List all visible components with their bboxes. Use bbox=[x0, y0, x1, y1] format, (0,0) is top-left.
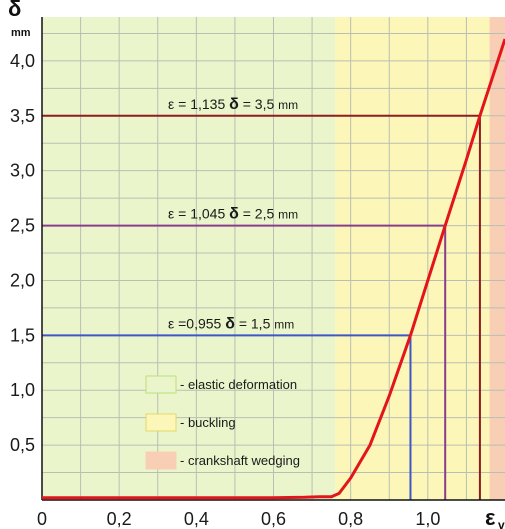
y-axis-symbol: δ bbox=[8, 0, 21, 21]
region-band-0 bbox=[42, 17, 336, 500]
x-tick-label: 0,2 bbox=[107, 509, 132, 529]
x-tick-label: 0,6 bbox=[261, 509, 286, 529]
x-axis-symbol-sub: v bbox=[498, 518, 505, 529]
series-line-0 bbox=[42, 38, 505, 500]
legend-swatch-0 bbox=[145, 375, 177, 394]
reference-lines bbox=[42, 114, 481, 500]
region-band-2 bbox=[489, 17, 505, 500]
grid bbox=[42, 17, 505, 500]
tick-labels: 0 0,2 0,4 0,6 0,8 1,0 0,5 1,0 1,5 2,0 2,5 3,0 3,5 4,0 bbox=[10, 51, 440, 529]
y-tick-label: 2,0 bbox=[10, 270, 35, 290]
y-tick-label: 2,5 bbox=[10, 216, 35, 236]
legend: - elastic deformation - buckling - cranksh… bbox=[145, 375, 300, 470]
annotation-label-0: ε =0,955 δ = 1,5 mm bbox=[168, 315, 294, 332]
x-axis-symbol: ε bbox=[485, 505, 496, 529]
y-tick-label: 1,0 bbox=[10, 380, 35, 400]
legend-swatch-1 bbox=[145, 413, 177, 432]
series-group bbox=[42, 38, 505, 500]
y-tick-label: 1,5 bbox=[10, 325, 35, 345]
y-tick-label: 3,0 bbox=[10, 161, 35, 181]
x-tick-label: 0 bbox=[37, 509, 47, 529]
x-tick-label: 0,4 bbox=[184, 509, 209, 529]
x-tick-label: 0,8 bbox=[338, 509, 363, 529]
y-axis-unit: mm bbox=[11, 27, 31, 39]
x-tick-label: 1,0 bbox=[415, 509, 440, 529]
region-bands bbox=[42, 17, 505, 500]
annotations: ε =0,955 δ = 1,5 mm ε = 1,045 δ = 2,5 mm ε… bbox=[168, 96, 298, 333]
y-tick-label: 3,5 bbox=[10, 106, 35, 126]
annotation-label-2: ε = 1,135 δ = 3,5 mm bbox=[168, 96, 298, 113]
legend-label-0: - elastic deformation bbox=[180, 377, 297, 392]
region-band-1 bbox=[335, 17, 490, 500]
legend-swatch-2 bbox=[145, 451, 177, 470]
axis-symbols: δ mm ε v bbox=[8, 0, 505, 529]
legend-label-1: - buckling bbox=[180, 415, 236, 430]
annotation-label-1: ε = 1,045 δ = 2,5 mm bbox=[168, 206, 298, 223]
y-tick-label: 4,0 bbox=[10, 51, 35, 71]
y-tick-label: 0,5 bbox=[10, 435, 35, 455]
legend-label-2: - crankshaft wedging bbox=[180, 453, 300, 468]
axes bbox=[41, 17, 505, 501]
